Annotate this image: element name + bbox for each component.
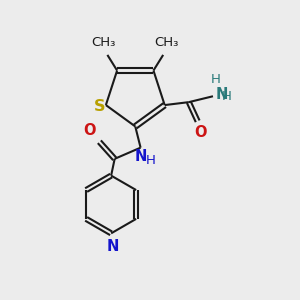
Text: N: N <box>135 149 147 164</box>
Text: H: H <box>210 73 220 86</box>
Text: H: H <box>222 90 232 103</box>
Text: CH₃: CH₃ <box>154 36 179 49</box>
Text: O: O <box>83 123 96 138</box>
Text: CH₃: CH₃ <box>92 36 116 49</box>
Text: S: S <box>94 99 105 114</box>
Text: N: N <box>106 239 119 254</box>
Text: H: H <box>146 154 156 167</box>
Text: O: O <box>194 125 206 140</box>
Text: N: N <box>215 87 228 102</box>
